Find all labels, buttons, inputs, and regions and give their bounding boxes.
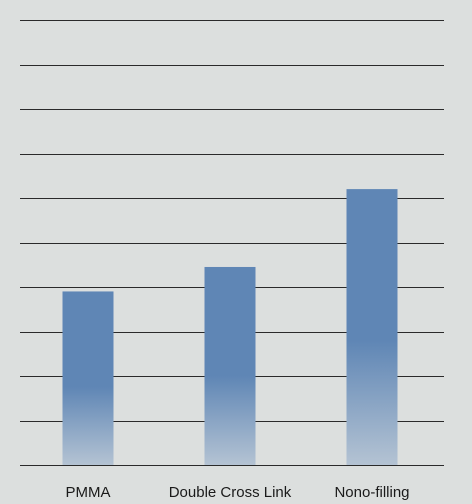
category-label: Double Cross Link xyxy=(169,484,292,501)
category-label: PMMA xyxy=(66,484,111,501)
bar-pmma xyxy=(62,291,114,465)
category-labels: PMMA Double Cross Link Nono-filling xyxy=(66,484,410,501)
bar-nono-filling xyxy=(346,189,398,465)
bars xyxy=(62,189,398,465)
bar-double-cross-link xyxy=(204,266,256,465)
category-label: Nono-filling xyxy=(334,484,409,501)
